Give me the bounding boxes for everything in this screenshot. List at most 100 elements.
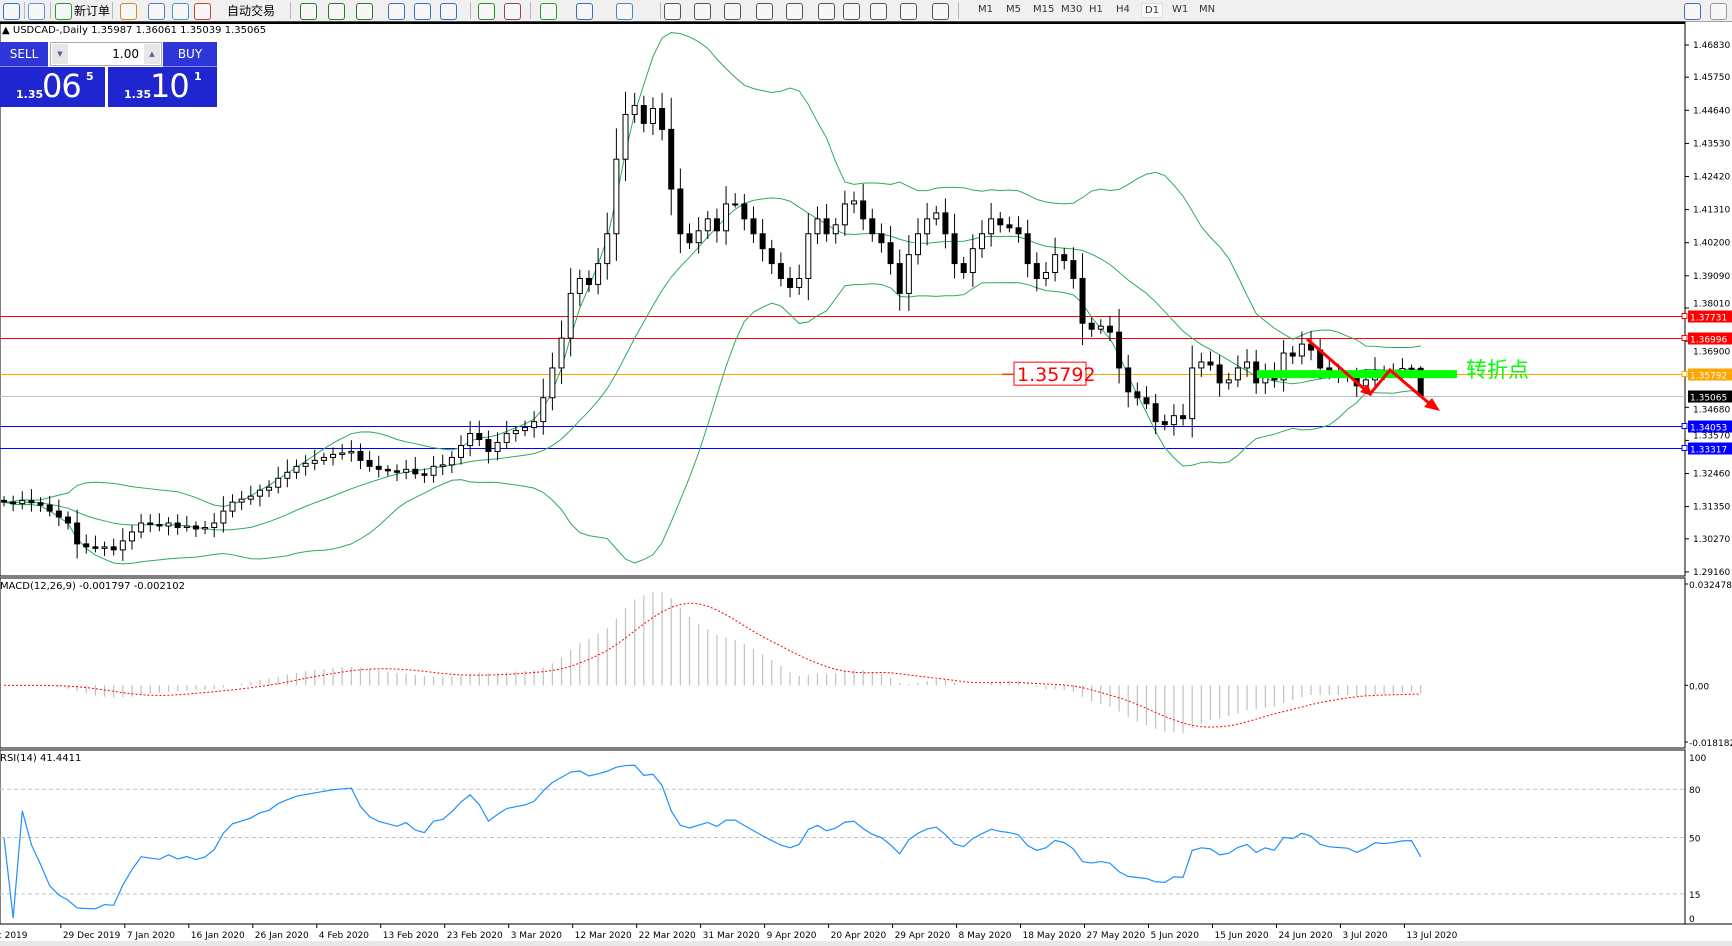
auto-trading-icon[interactable] <box>194 3 211 20</box>
candle-body <box>165 522 172 527</box>
time-axis-label: 3 Jul 2020 <box>1342 931 1387 941</box>
candle <box>10 495 17 512</box>
vertical-line-icon[interactable] <box>724 3 741 20</box>
zoom-in-icon[interactable] <box>388 3 405 20</box>
price-axis-label: 1.38010 <box>1693 300 1730 310</box>
candle-body <box>1042 272 1049 279</box>
candle-body <box>741 203 748 220</box>
new-order-icon[interactable] <box>55 3 72 20</box>
auto-scroll-icon[interactable] <box>478 3 495 20</box>
new-order-button[interactable]: 新订单 <box>74 4 111 18</box>
indicators-icon[interactable] <box>540 3 557 20</box>
candle-body <box>1015 227 1022 235</box>
candle-body <box>119 540 126 551</box>
sell-button[interactable]: SELL <box>0 42 48 67</box>
candle <box>421 468 428 483</box>
candle <box>320 452 327 465</box>
trendline-icon[interactable] <box>786 3 803 20</box>
search-icon[interactable] <box>1684 3 1701 20</box>
timeframe-w1[interactable]: W1 <box>1172 4 1189 15</box>
lot-size-input[interactable]: ▼ 1.00 ▲ <box>50 42 162 66</box>
new-chart-icon[interactable] <box>3 3 20 20</box>
timeframe-m5[interactable]: M5 <box>1006 4 1021 15</box>
candle-body <box>1116 331 1123 369</box>
auto-trading-button[interactable]: 自动交易 <box>227 4 276 18</box>
signal-icon[interactable] <box>172 3 189 20</box>
candle <box>220 496 227 533</box>
candle <box>951 213 958 279</box>
candle-body <box>933 212 940 220</box>
candle-body <box>814 218 821 235</box>
timeframe-m15[interactable]: M15 <box>1033 4 1055 15</box>
crosshair-icon[interactable] <box>694 3 711 20</box>
candle-body <box>860 200 867 220</box>
market-watch-icon[interactable] <box>120 3 137 20</box>
candle-body <box>896 263 903 294</box>
candle <box>1189 345 1196 438</box>
text-icon[interactable] <box>870 3 887 20</box>
candle-body <box>942 212 949 235</box>
candle-body <box>83 543 90 548</box>
collapse-triangle-icon[interactable]: ▲ <box>2 25 10 36</box>
candle-body <box>1289 352 1296 357</box>
zoom-out-icon[interactable] <box>414 3 431 20</box>
arrow-head-icon <box>1360 384 1372 396</box>
candle <box>74 509 81 559</box>
candle-body <box>156 524 163 527</box>
candle <box>192 521 199 538</box>
timeframe-d1[interactable]: D1 <box>1141 3 1164 18</box>
line-chart-icon[interactable] <box>356 3 373 20</box>
increase-lot-icon[interactable]: ▲ <box>144 44 160 64</box>
buy-price-box[interactable]: 1.35 10 1 <box>108 67 217 107</box>
candle-body <box>841 203 848 226</box>
price-axis-label: 1.33570 <box>1693 432 1730 442</box>
tile-windows-icon[interactable] <box>440 3 457 20</box>
candle <box>1061 247 1068 270</box>
timeframe-m1[interactable]: M1 <box>978 4 993 15</box>
timeframe-h1[interactable]: H1 <box>1089 4 1103 15</box>
fibonacci-icon[interactable] <box>818 3 835 20</box>
bar-chart-icon[interactable] <box>300 3 317 20</box>
buy-button[interactable]: BUY <box>163 42 217 67</box>
timeframe-mn[interactable]: MN <box>1199 4 1216 15</box>
chart-shift-icon[interactable] <box>504 3 521 20</box>
main-pane: 1.35792 转折点 <box>0 31 1685 565</box>
horizontal-line-icon[interactable] <box>756 3 773 20</box>
candle-body <box>1152 403 1159 423</box>
candlestick-icon[interactable] <box>328 3 345 20</box>
timeframe-m30[interactable]: M30 <box>1061 4 1083 15</box>
turning-point-bar <box>1257 370 1457 379</box>
price-tag-label: 1.36996 <box>1690 336 1727 346</box>
candle-body <box>37 502 44 506</box>
time-axis-label: 3 Mar 2020 <box>511 931 563 941</box>
arrows-icon[interactable] <box>932 3 949 20</box>
candle <box>403 459 410 480</box>
templates-icon[interactable] <box>616 3 633 20</box>
lot-size-value[interactable]: 1.00 <box>112 47 139 61</box>
periods-icon[interactable] <box>576 3 593 20</box>
equidistant-channel-icon[interactable] <box>843 3 860 20</box>
chart-low: 1.35039 <box>180 25 222 36</box>
candle <box>1097 319 1104 334</box>
candle <box>997 211 1004 233</box>
candle-body <box>576 277 583 294</box>
candle <box>1088 317 1095 337</box>
navigator-icon[interactable] <box>148 3 165 20</box>
candle <box>275 466 282 494</box>
candle-body <box>1033 263 1040 279</box>
candle-body <box>704 218 711 232</box>
candle-body <box>101 546 108 549</box>
candle <box>960 256 967 279</box>
text-label-icon[interactable] <box>900 3 917 20</box>
timeframe-h4[interactable]: H4 <box>1116 4 1130 15</box>
zoom-chart-icon[interactable] <box>28 3 45 20</box>
cursor-icon[interactable] <box>664 3 681 20</box>
price-tag-label: 1.35792 <box>1690 372 1727 382</box>
candle-body <box>174 522 181 528</box>
candle <box>713 208 720 243</box>
candle <box>585 270 592 293</box>
sell-price-box[interactable]: 1.35 06 5 <box>0 67 105 107</box>
chat-icon[interactable] <box>1710 3 1727 20</box>
decrease-lot-icon[interactable]: ▼ <box>52 44 68 64</box>
